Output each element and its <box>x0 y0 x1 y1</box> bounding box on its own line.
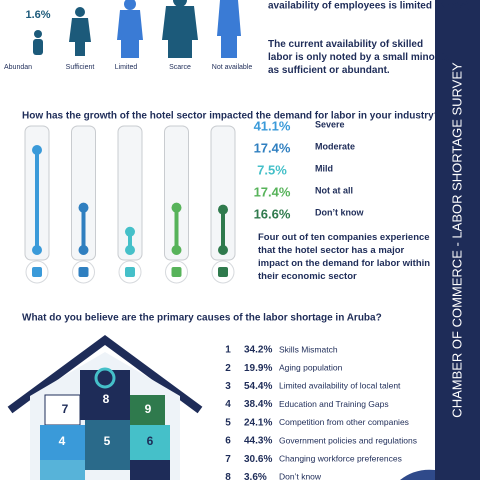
level-label: Not available <box>212 64 253 71</box>
top-text: availability of employees is limited (35… <box>268 1 473 12</box>
line: The current availability of skilled <box>268 39 423 50</box>
rank: 8 <box>225 472 231 480</box>
bar-cap <box>125 226 135 237</box>
bar-frame <box>71 125 96 261</box>
cause-label: Competition from other companies <box>279 417 409 427</box>
question: How has the growth of the hotel sector i… <box>22 111 440 122</box>
sidebar-band <box>435 0 480 480</box>
bar-cap <box>78 202 89 213</box>
bar-cap <box>32 145 42 155</box>
category-label: Not at all <box>315 185 353 195</box>
puzzle-number: 8 <box>103 392 110 406</box>
category-label: Moderate <box>315 141 355 151</box>
value-label: 30.6% <box>244 454 272 465</box>
icon-glyph <box>78 267 89 277</box>
sidebar-title: CHAMBER OF COMMERCE - LABOR SHORTAGE SUR… <box>449 62 464 418</box>
icon-glyph <box>32 267 42 277</box>
value-label: 24.1% <box>244 417 272 428</box>
bar-base <box>171 245 182 255</box>
rank: 6 <box>225 436 231 447</box>
value-label: 7.5% <box>257 162 287 177</box>
category-label: Mild <box>315 163 333 173</box>
question: What do you believe are the primary caus… <box>22 313 382 324</box>
value-label: 54.4% <box>244 381 272 392</box>
cause-label: Limited availability of local talent <box>279 381 401 391</box>
bar-cap <box>171 202 182 213</box>
puzzle-number: 9 <box>145 402 152 416</box>
line: impact on the demand for labor within <box>258 258 430 269</box>
level-label: Scarce <box>169 64 191 71</box>
puzzle-number: 5 <box>104 434 111 448</box>
line: as sufficient or abundant. <box>268 65 390 76</box>
paragraph: The current availability of skilled labor… <box>268 39 451 76</box>
bar-frame <box>117 125 143 261</box>
line: labor is only noted by a small minority <box>268 52 451 63</box>
rank: 7 <box>225 454 231 465</box>
line: that the hotel sector has a major <box>258 245 405 256</box>
line: Four out of ten companies experience <box>258 232 430 243</box>
value-label: 44.3% <box>244 436 272 447</box>
icon-glyph <box>125 267 135 277</box>
rank: 5 <box>225 417 231 428</box>
rank: 3 <box>225 381 231 392</box>
cause-label: Don’t know <box>279 472 322 480</box>
people-icons <box>33 0 241 58</box>
bar-base <box>218 245 228 255</box>
icon-glyph <box>171 267 182 277</box>
puzzle-number: 6 <box>147 434 154 448</box>
level-label: Limited <box>115 64 138 71</box>
value-label: 38.4% <box>244 399 272 410</box>
cause-label: Aging population <box>279 362 343 372</box>
value-label: 19.9% <box>244 363 272 374</box>
value-label: 17.4% <box>254 140 291 155</box>
value-label: 34.2% <box>244 345 272 356</box>
bar-base <box>78 245 89 255</box>
level-label: Abundan <box>4 64 32 71</box>
cause-label: Skills Mismatch <box>279 344 338 354</box>
value-label: 41.1% <box>254 118 291 133</box>
category-label: Don’t know <box>315 207 364 217</box>
line: their economic sector <box>258 271 357 282</box>
cause-label: Education and Training Gaps <box>279 399 389 409</box>
bar-frame <box>164 125 189 261</box>
rank: 1 <box>225 345 231 356</box>
level-label: Sufficient <box>66 64 95 71</box>
rank: 2 <box>225 363 231 374</box>
bar-cap <box>218 204 228 215</box>
bar-base <box>125 245 135 255</box>
house-graphic <box>7 335 203 480</box>
puzzle-number: 4 <box>59 434 66 448</box>
value-label: 17.4% <box>254 184 291 199</box>
puzzle-number: 7 <box>62 402 69 416</box>
rank: 4 <box>225 399 231 410</box>
category-label: Severe <box>315 119 345 129</box>
sidebar-decoration <box>400 469 435 480</box>
paragraph: Four out of ten companies experience that… <box>258 232 430 282</box>
bar-base <box>32 245 42 255</box>
bar-frame <box>210 125 236 261</box>
icon-glyph <box>218 267 228 277</box>
cause-label: Government policies and regulations <box>279 435 417 445</box>
cause-label: Changing workforce preferences <box>279 453 402 463</box>
highlight-value: 1.6% <box>25 9 50 21</box>
value-label: 16.6% <box>254 206 291 221</box>
value-label: 3.6% <box>244 472 267 480</box>
